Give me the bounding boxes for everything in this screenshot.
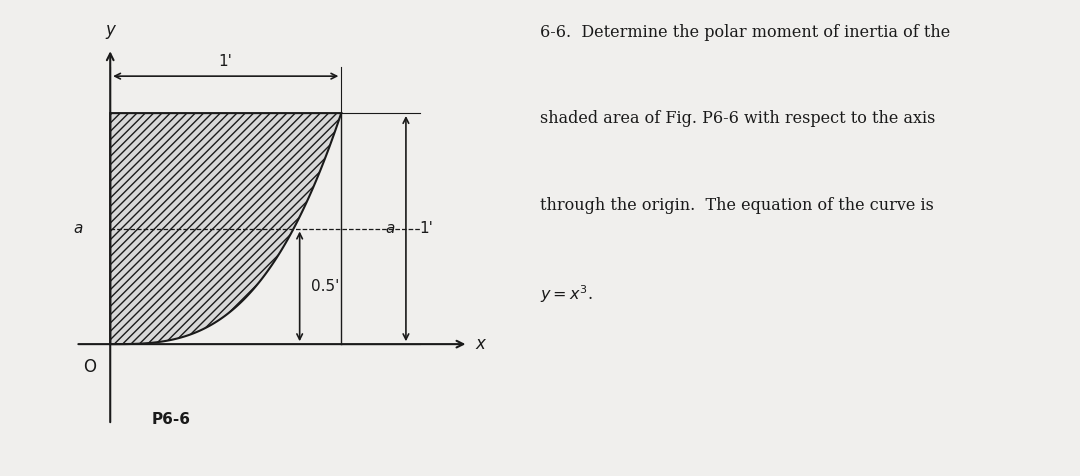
Text: through the origin.  The equation of the curve is: through the origin. The equation of the … (540, 197, 934, 214)
Text: a: a (384, 221, 394, 236)
Text: O: O (83, 358, 96, 376)
Text: shaded area of Fig. P6-6 with respect to the axis: shaded area of Fig. P6-6 with respect to… (540, 110, 935, 128)
Text: 1': 1' (420, 221, 434, 236)
Text: 6-6.  Determine the polar moment of inertia of the: 6-6. Determine the polar moment of inert… (540, 24, 950, 41)
Polygon shape (110, 113, 341, 344)
Text: P6-6: P6-6 (152, 412, 191, 427)
Text: y: y (105, 21, 116, 39)
Text: $y = x^3$.: $y = x^3$. (540, 284, 593, 306)
Text: 1': 1' (219, 54, 232, 69)
Text: 0.5': 0.5' (311, 279, 339, 294)
Text: a: a (73, 221, 82, 236)
Text: x: x (475, 335, 485, 353)
